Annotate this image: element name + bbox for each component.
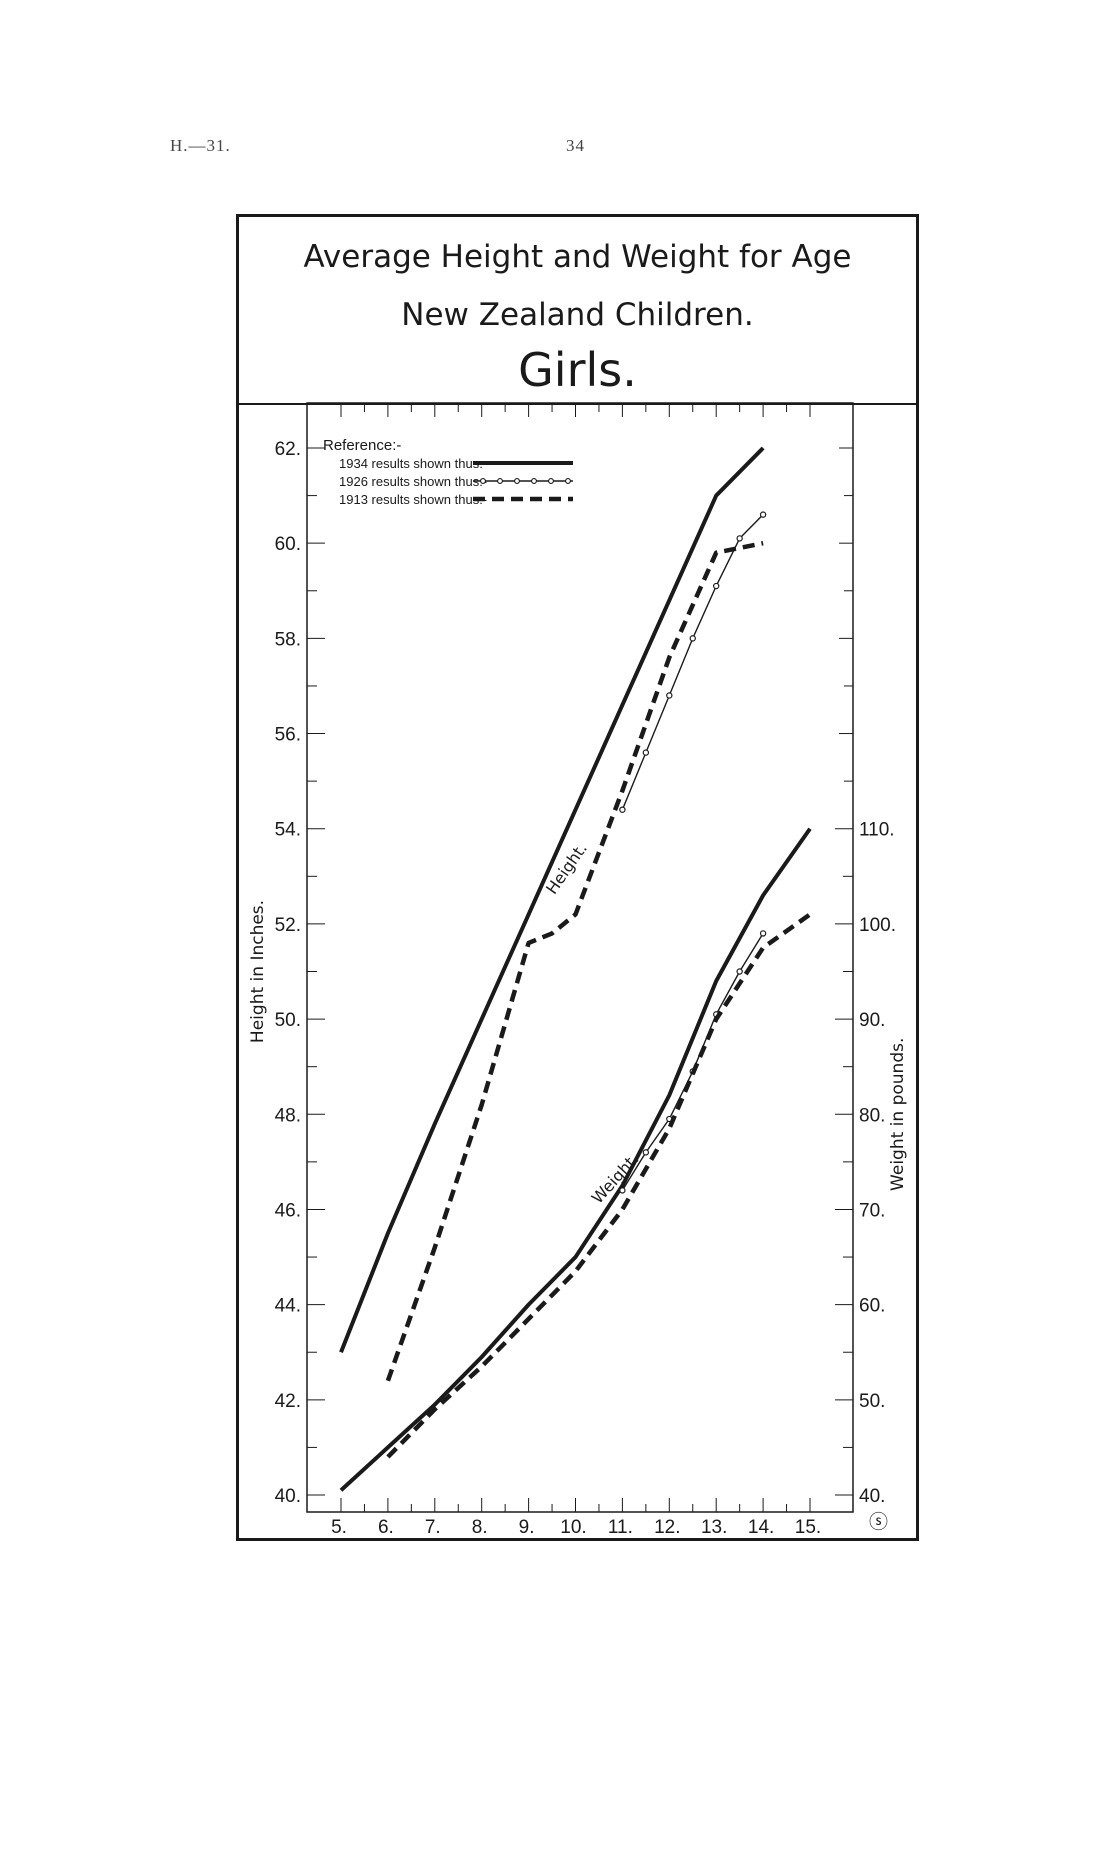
x-tick-label: 8. <box>472 1517 488 1538</box>
series-point <box>736 535 743 542</box>
series-point <box>642 749 650 756</box>
y-right-tick-label: 40. <box>859 1486 885 1507</box>
y-left-tick-label: 42. <box>275 1391 301 1412</box>
plot-area <box>306 402 854 1513</box>
series-point <box>619 806 626 813</box>
series-weight-dashed <box>386 912 812 1459</box>
x-tick-label: 14. <box>748 1517 774 1538</box>
series-point <box>759 930 767 937</box>
chart-frame: Average Height and Weight for Age New Ze… <box>236 214 919 1541</box>
legend-entry-label: 1926 results shown thus:- <box>339 474 487 489</box>
y-right-tick-label: 90. <box>859 1010 885 1031</box>
series-point <box>666 692 673 699</box>
series-point <box>642 1149 650 1156</box>
y-right-tick-label: 50. <box>859 1391 885 1412</box>
title-box: Average Height and Weight for Age New Ze… <box>239 217 916 405</box>
x-tick-label: 6. <box>378 1517 394 1538</box>
legend-entry-label: 1913 results shown thus:- <box>339 492 487 507</box>
y-left-tick-label: 62. <box>275 439 301 460</box>
x-tick-label: 10. <box>560 1517 586 1538</box>
y-left-tick-label: 48. <box>275 1105 301 1126</box>
y-left-tick-label: 52. <box>275 915 301 936</box>
series-point <box>689 635 696 642</box>
page-number: 34 <box>566 136 585 155</box>
chart-subtitle: New Zealand Children. <box>401 297 754 333</box>
y-right-tick-label: 110. <box>859 820 895 841</box>
y-left-tick-label: 50. <box>275 1010 301 1031</box>
series-point <box>713 582 720 590</box>
y-left-tick-label: 44. <box>275 1296 301 1317</box>
x-tick-label: 13. <box>701 1517 727 1538</box>
y-right-tick-label: 80. <box>859 1105 885 1126</box>
legend-sample-point <box>548 478 554 484</box>
x-tick-label: 5. <box>331 1517 347 1538</box>
legend-sample-point <box>497 478 503 484</box>
y-left-tick-label: 58. <box>275 629 301 650</box>
y-left-tick-label: 40. <box>275 1486 301 1507</box>
page-header-left: H.—31. <box>170 136 231 155</box>
series-point <box>619 1187 626 1194</box>
y-right-axis-label: Weight in pounds. <box>888 1038 908 1191</box>
y-left-tick-label: 46. <box>275 1200 301 1221</box>
y-left-tick-label: 56. <box>275 725 301 746</box>
legend-sample-point <box>514 478 520 484</box>
series-height-dashed <box>385 540 764 1382</box>
x-tick-label: 7. <box>425 1517 441 1538</box>
y-right-tick-label: 100. <box>859 915 896 936</box>
y-left-axis-label: Height in Inches. <box>248 900 268 1043</box>
chart-svg: 5. 6. 7. 8. 9. 10. 11. 12. 13. 14. 15. Age in years… <box>248 402 908 1538</box>
chart-subtitle-girls: Girls. <box>518 343 637 397</box>
series-point <box>759 511 767 518</box>
series-weight-solid <box>339 827 812 1492</box>
x-tick-label: 11. <box>608 1517 633 1538</box>
x-tick-label: 15. <box>795 1517 821 1538</box>
legend-sample-point <box>531 478 537 484</box>
y-left-tick-label: 54. <box>275 820 301 841</box>
x-tick-label: 12. <box>654 1517 680 1538</box>
y-right-tick-label: 70. <box>859 1200 885 1221</box>
series-point <box>736 968 743 975</box>
y-left-tick-label: 60. <box>275 534 301 555</box>
legend-sample-point <box>565 478 571 484</box>
legend-heading: Reference:- <box>323 437 401 454</box>
y-right-tick-label: 60. <box>859 1296 885 1317</box>
x-tick-label: 9. <box>519 1517 535 1538</box>
legend-entry-label: 1934 results shown thus:- <box>339 456 487 471</box>
chart-title: Average Height and Weight for Age <box>303 239 852 275</box>
corner-mark: ⓢ <box>869 1511 888 1533</box>
x-axis-label: Age in years. <box>518 1536 642 1538</box>
legend-sample-point <box>480 478 486 484</box>
series-height-solid <box>339 446 765 1353</box>
